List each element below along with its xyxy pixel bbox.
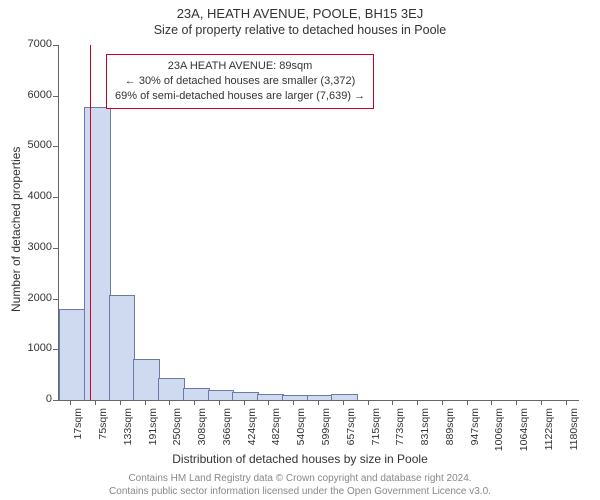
footer: Contains HM Land Registry data © Crown c… [0,472,600,498]
x-tick [392,400,393,405]
bar [158,378,185,400]
bar [133,359,160,400]
bar [257,394,284,400]
x-tick [169,400,170,405]
y-tick [53,146,58,147]
x-tick-label: 250sqm [171,408,183,458]
y-tick-label: 5000 [0,139,52,151]
x-tick [343,400,344,405]
y-tick-label: 0 [0,393,52,405]
bar [59,309,86,400]
x-tick [70,400,71,405]
x-tick [268,400,269,405]
chart-subtitle: Size of property relative to detached ho… [0,21,600,37]
x-tick [491,400,492,405]
x-tick-label: 1122sqm [543,408,555,458]
x-tick-label: 773sqm [394,408,406,458]
bar [183,388,210,400]
y-tick-label: 2000 [0,292,52,304]
y-tick [53,299,58,300]
y-tick-label: 1000 [0,342,52,354]
marker-line [90,45,92,400]
bar [84,107,111,400]
y-tick [53,45,58,46]
x-tick-label: 482sqm [270,408,282,458]
y-tick [53,248,58,249]
x-tick-label: 599sqm [320,408,332,458]
x-tick-label: 1180sqm [568,408,580,458]
x-tick-label: 366sqm [221,408,233,458]
x-tick [219,400,220,405]
y-tick-label: 6000 [0,89,52,101]
x-tick [442,400,443,405]
y-tick [53,96,58,97]
x-tick [368,400,369,405]
y-axis-label: Number of detached properties [9,132,23,312]
info-line-1: 23A HEATH AVENUE: 89sqm [115,59,365,74]
footer-line-2: Contains public sector information licen… [0,485,600,498]
x-tick-label: 75sqm [97,408,109,458]
x-tick-label: 657sqm [345,408,357,458]
x-tick [467,400,468,405]
x-tick-label: 1006sqm [493,408,505,458]
x-tick [516,400,517,405]
x-tick [417,400,418,405]
x-tick-label: 715sqm [370,408,382,458]
x-tick-label: 540sqm [295,408,307,458]
bar [232,392,259,400]
x-tick-label: 947sqm [469,408,481,458]
x-tick [194,400,195,405]
bar [109,295,136,400]
bar [331,394,358,400]
x-tick-label: 17sqm [72,408,84,458]
x-axis-label: Distribution of detached houses by size … [0,452,600,466]
x-tick [244,400,245,405]
x-tick-label: 831sqm [419,408,431,458]
x-tick [95,400,96,405]
x-tick [318,400,319,405]
bar [282,395,309,400]
x-tick [145,400,146,405]
x-tick-label: 133sqm [122,408,134,458]
y-tick-label: 4000 [0,190,52,202]
chart-container: 23A, HEATH AVENUE, POOLE, BH15 3EJ Size … [0,0,600,500]
x-tick [541,400,542,405]
x-tick-label: 424sqm [246,408,258,458]
y-tick-label: 7000 [0,38,52,50]
x-tick-label: 889sqm [444,408,456,458]
info-line-2: ← 30% of detached houses are smaller (3,… [115,74,365,89]
x-tick [120,400,121,405]
bar [307,395,334,400]
x-tick-label: 308sqm [196,408,208,458]
y-tick [53,349,58,350]
info-box: 23A HEATH AVENUE: 89sqm ← 30% of detache… [106,54,374,109]
x-tick-label: 191sqm [147,408,159,458]
x-tick [293,400,294,405]
y-tick [53,400,58,401]
bar [208,390,235,400]
y-tick-label: 3000 [0,241,52,253]
info-line-3: 69% of semi-detached houses are larger (… [115,89,365,104]
x-tick [566,400,567,405]
y-tick [53,197,58,198]
footer-line-1: Contains HM Land Registry data © Crown c… [0,472,600,485]
x-tick-label: 1064sqm [518,408,530,458]
chart-title: 23A, HEATH AVENUE, POOLE, BH15 3EJ [0,0,600,21]
